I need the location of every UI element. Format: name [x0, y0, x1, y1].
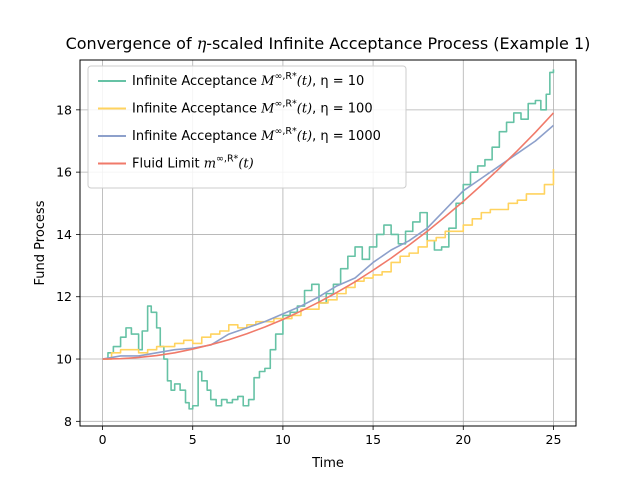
legend: Infinite Acceptance M∞,R*(t), η = 10 Infi… [87, 65, 407, 189]
y-tick-label: 16 [56, 165, 72, 180]
series-layer [102, 69, 555, 410]
x-tick-label: 0 [99, 432, 107, 447]
legend-entry-1: Infinite Acceptance M∞,R*(t), η = 100 [132, 99, 373, 117]
series-line-2 [102, 124, 554, 360]
legend-entry-0: Infinite Acceptance M∞,R*(t), η = 10 [132, 71, 364, 89]
legend-entry-3: Fluid Limit m∞,R*(t) [132, 154, 254, 172]
plot-frame [79, 59, 577, 427]
x-tick-label: 15 [365, 432, 381, 447]
y-tick-label: 8 [64, 414, 72, 429]
chart-title: Convergence of η-scaled Infinite Accepta… [66, 34, 591, 53]
y-tick-label: 14 [56, 227, 72, 242]
y-tick-label: 12 [56, 289, 72, 304]
x-tick-label: 5 [189, 432, 197, 447]
series-line-1 [102, 169, 555, 360]
x-tick-label: 10 [275, 432, 291, 447]
y-tick-label: 18 [56, 102, 72, 117]
x-axis-label: Time [311, 456, 344, 471]
series-line-3 [102, 112, 555, 360]
ticks: 0 5 10 15 20 25 8 10 12 14 16 18 [56, 102, 561, 447]
y-axis-label: Fund Process [33, 200, 48, 285]
x-tick-label: 25 [546, 432, 562, 447]
x-tick-label: 20 [455, 432, 471, 447]
y-tick-label: 10 [56, 352, 72, 367]
legend-box [87, 65, 407, 189]
legend-entry-2: Infinite Acceptance M∞,R*(t), η = 1000 [132, 126, 381, 144]
